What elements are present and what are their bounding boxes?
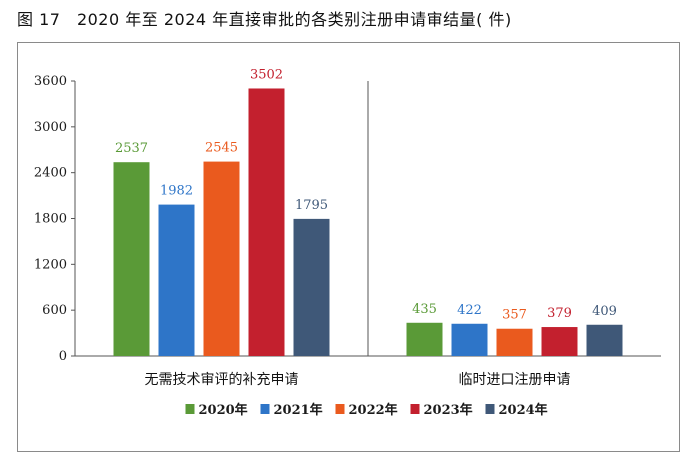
y-tick-label: 1200 <box>34 257 67 272</box>
bar <box>541 327 578 356</box>
bar <box>203 161 240 356</box>
figure-title: 图 17 2020 年至 2024 年直接审批的各类别注册申请审结量( 件) <box>17 10 512 29</box>
legend-swatch <box>485 404 495 414</box>
legend-label: 2024年 <box>499 402 548 418</box>
legend-swatch <box>260 404 270 414</box>
y-tick-label: 1800 <box>34 212 67 227</box>
data-label: 1795 <box>295 198 328 213</box>
legend-swatch <box>335 404 345 414</box>
x-tick-label: 无需技术审评的补充申请 <box>145 372 299 388</box>
data-label: 1982 <box>160 184 193 199</box>
legend-label: 2022年 <box>349 402 398 418</box>
bar <box>158 204 195 356</box>
y-tick-label: 3000 <box>34 120 67 135</box>
legend-label: 2021年 <box>274 402 323 418</box>
y-tick-label: 0 <box>59 349 67 364</box>
y-tick-label: 2400 <box>34 166 67 181</box>
data-label: 379 <box>547 306 572 321</box>
data-label: 409 <box>592 304 617 319</box>
data-label: 357 <box>502 308 527 323</box>
x-tick-label: 临时进口注册申请 <box>459 372 571 388</box>
data-label: 2545 <box>205 141 238 156</box>
legend-label: 2020年 <box>199 402 248 418</box>
bar <box>451 323 488 356</box>
bar <box>496 328 533 356</box>
bar <box>586 324 623 356</box>
bar-chart: 0 600 1200 1800 2400 3000 3600 2537 1982 2545 3502… <box>34 67 661 418</box>
bar <box>113 162 150 356</box>
bar <box>248 88 285 356</box>
bar <box>293 218 330 356</box>
data-label: 435 <box>412 302 437 317</box>
y-tick-label: 600 <box>42 303 67 318</box>
chart-frame: 0 600 1200 1800 2400 3000 3600 2537 1982 2545 3502… <box>17 42 680 452</box>
y-tick-label: 3600 <box>34 74 67 89</box>
data-label: 3502 <box>250 67 283 82</box>
bar <box>406 322 443 356</box>
legend-swatch <box>185 404 195 414</box>
legend-swatch <box>410 404 420 414</box>
data-label: 422 <box>457 303 482 318</box>
data-label: 2537 <box>115 141 148 156</box>
legend-label: 2023年 <box>424 402 473 418</box>
